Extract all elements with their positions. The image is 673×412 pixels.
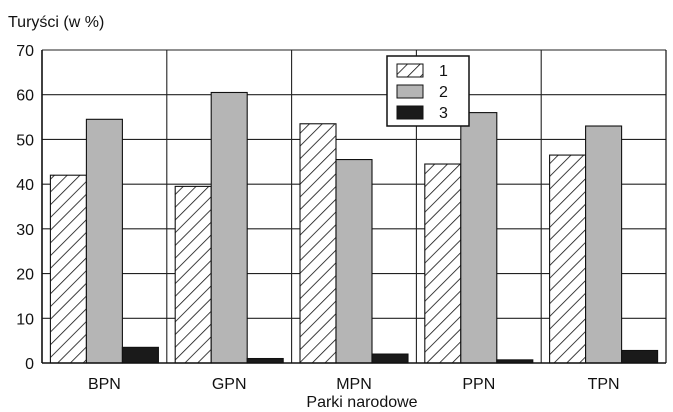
bar-mpn-series-3	[371, 353, 409, 364]
y-tick-label: 40	[16, 177, 34, 194]
legend-label-1: 1	[439, 63, 448, 80]
bar-bpn-series-2	[85, 118, 123, 364]
y-tick-label: 30	[16, 222, 34, 239]
bar-tpn-series-2	[585, 125, 623, 364]
axes-layer	[41, 50, 667, 364]
y-tick-label: 20	[16, 267, 34, 284]
bar-tpn-series-3	[621, 349, 659, 364]
y-tick-label: 60	[16, 88, 34, 105]
bar-gpn-series-2	[210, 91, 248, 364]
bar-mpn-series-1	[299, 123, 337, 364]
legend-swatch-3	[396, 105, 424, 120]
y-tick-label: 10	[16, 311, 34, 328]
legend-label-3: 3	[439, 105, 448, 122]
y-tick-label: 70	[16, 43, 34, 60]
bar-gpn-series-1	[174, 185, 212, 364]
y-tick-label: 0	[25, 356, 34, 373]
legend: 1 2 3	[386, 55, 470, 127]
labels-layer: Turyści (w %) Parki narodowe 0 10 20 30 40 50…	[8, 14, 620, 411]
y-axis-title: Turyści (w %)	[8, 14, 104, 31]
x-tick-label-tpn: TPN	[588, 376, 620, 393]
x-tick-label-bpn: BPN	[88, 376, 121, 393]
legend-swatch-2	[396, 84, 424, 99]
bar-ppn-series-2	[460, 112, 498, 364]
bar-bpn-series-3	[121, 346, 159, 364]
bars-layer	[49, 91, 659, 364]
bar-mpn-series-2	[335, 159, 373, 364]
bar-ppn-series-1	[424, 163, 462, 364]
bar-bpn-series-1	[49, 174, 87, 364]
legend-swatch-1	[396, 63, 424, 78]
legend-label-2: 2	[439, 84, 448, 101]
bar-tpn-series-1	[549, 154, 587, 364]
y-tick-label: 50	[16, 132, 34, 149]
x-tick-label-ppn: PPN	[462, 376, 495, 393]
x-axis-title: Parki narodowe	[306, 394, 417, 411]
x-tick-label-gpn: GPN	[212, 376, 247, 393]
x-tick-label-mpn: MPN	[336, 376, 372, 393]
